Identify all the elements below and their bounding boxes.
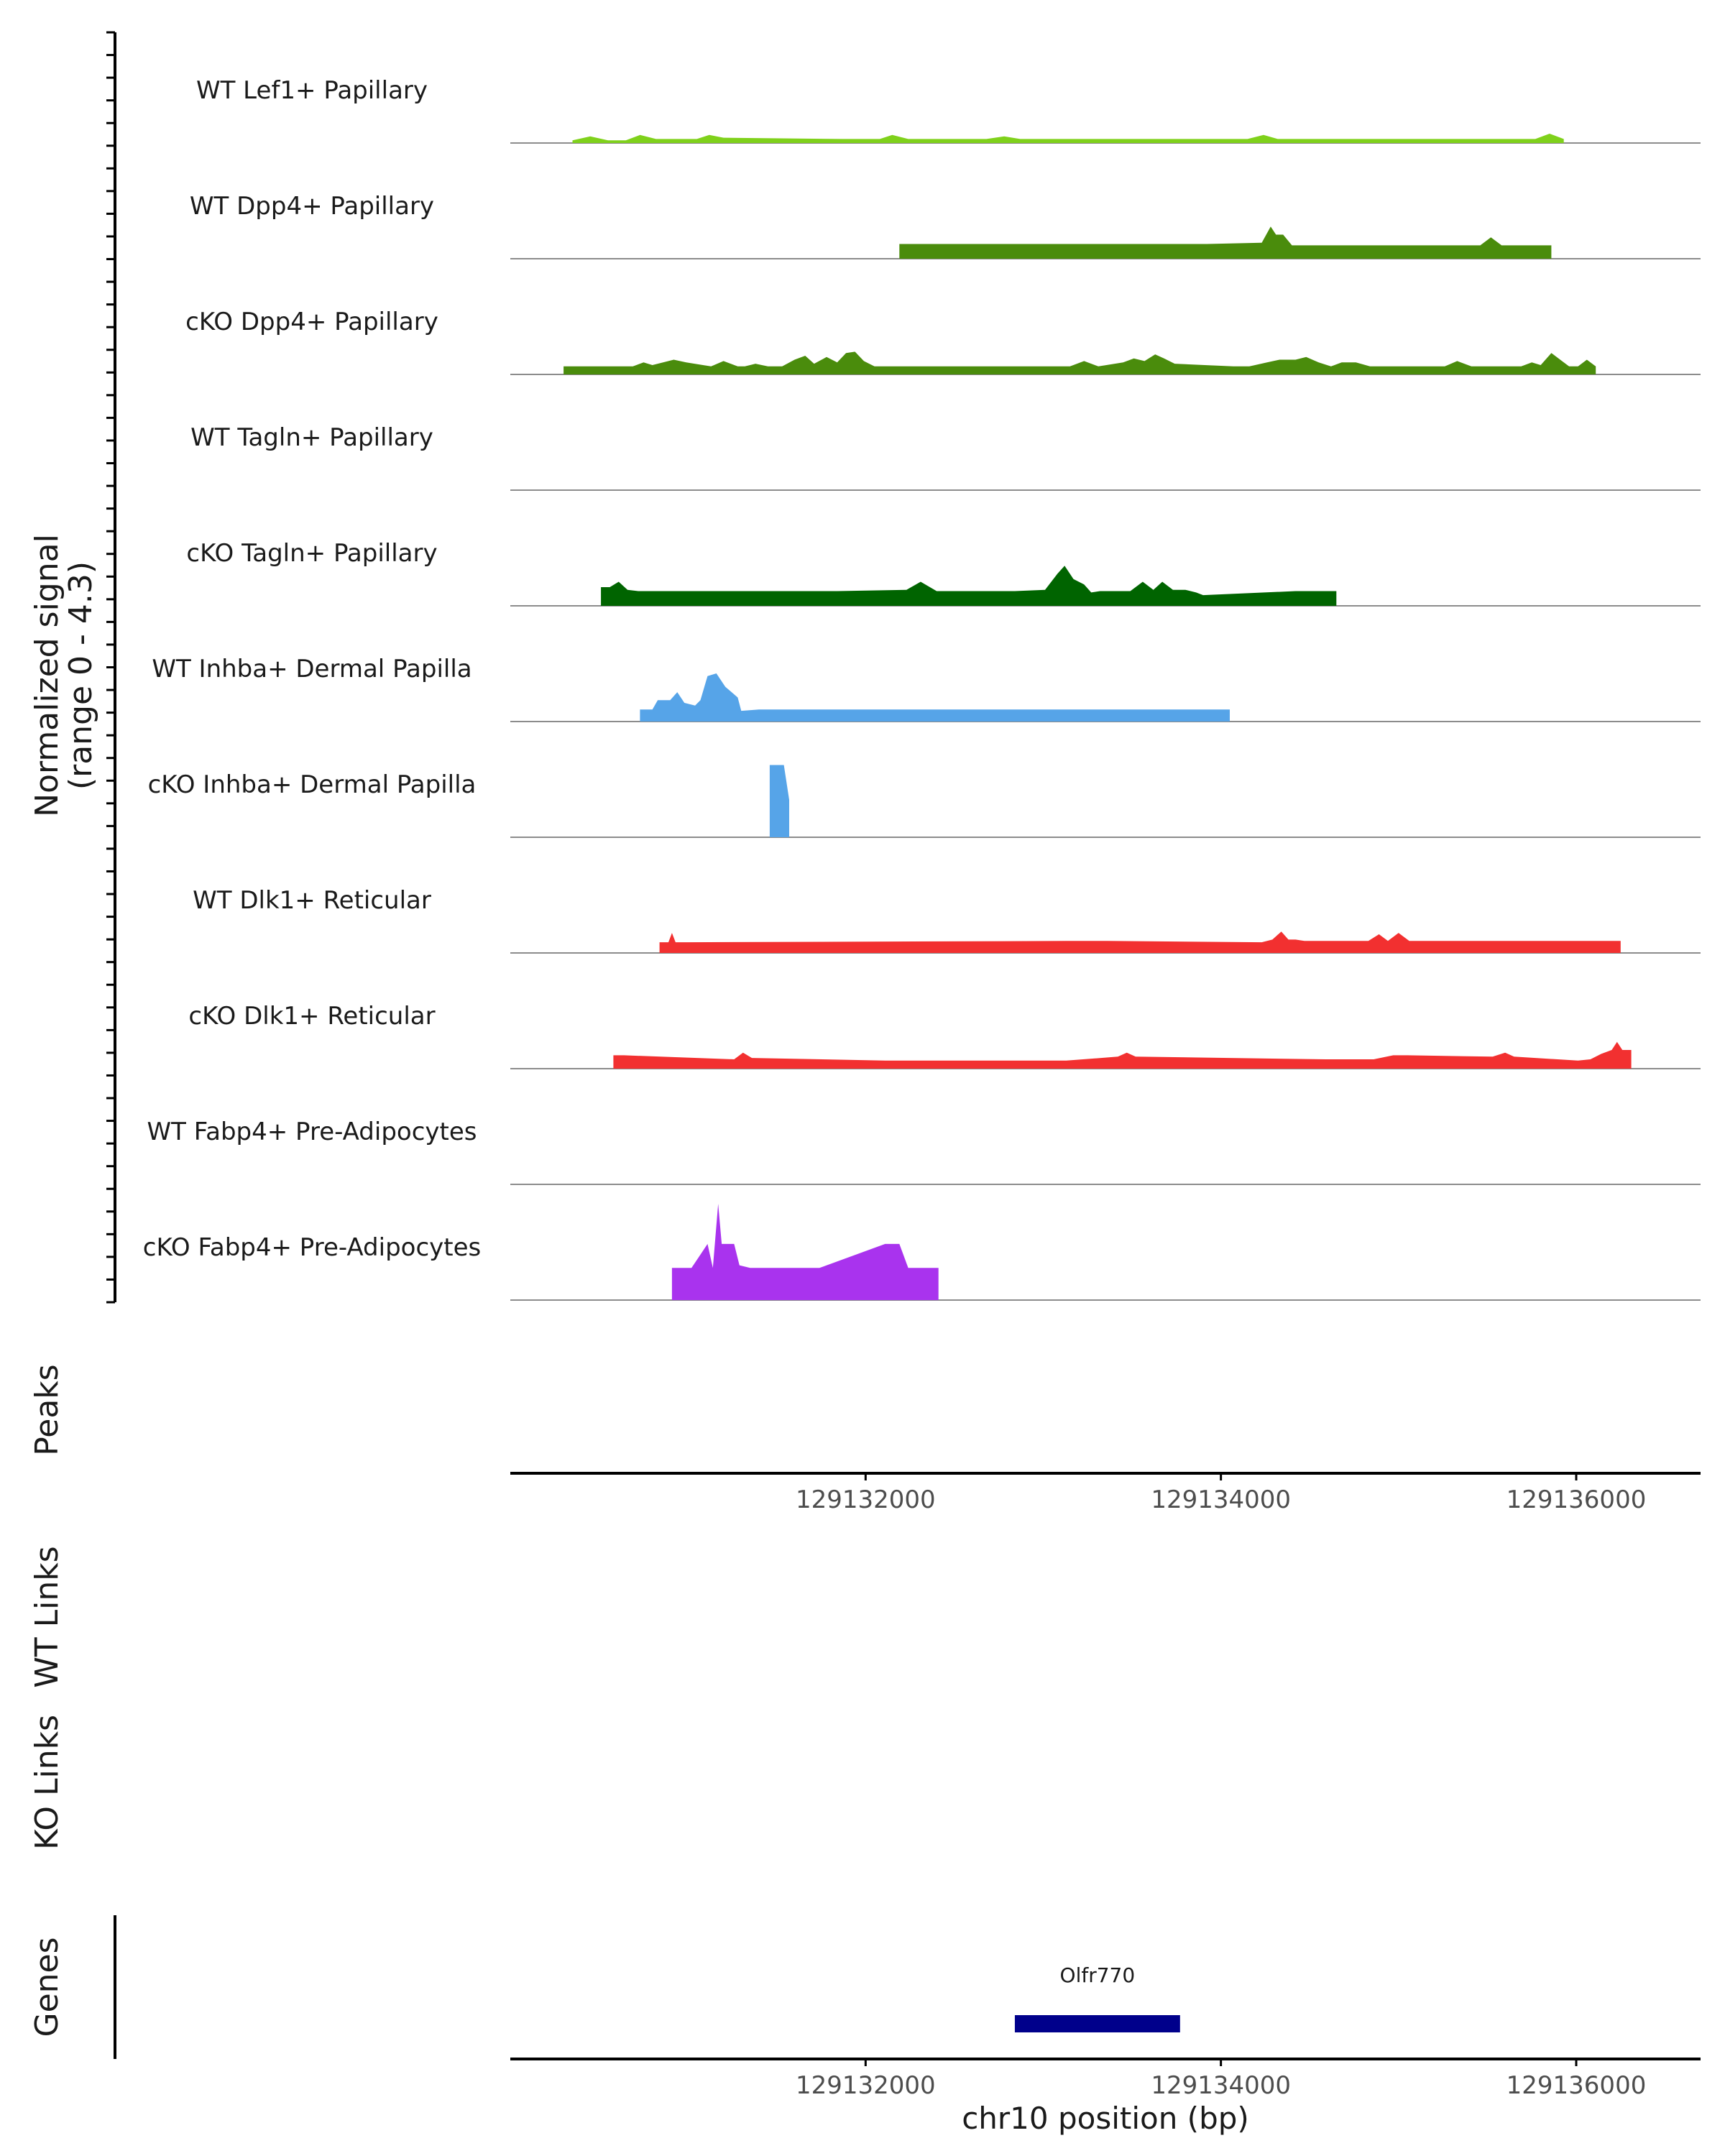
tracks: WT Lef1+ Papillary WT Dpp4+ Papillary cKO … [143,76,1701,1301]
signal-area [899,226,1552,259]
x-tick-label: 129132000 [796,1485,936,1514]
track: cKO Dlk1+ Reticular [188,1002,1701,1069]
signal-area [572,134,1564,143]
track-label: cKO Dlk1+ Reticular [188,1002,435,1031]
track-label: WT Dpp4+ Papillary [190,192,434,221]
track: WT Dpp4+ Papillary [190,192,1701,259]
track-label: cKO Fabp4+ Pre-Adipocytes [143,1233,482,1262]
signal-axis [106,31,116,1304]
signal-area [613,1041,1632,1069]
track-label: WT Tagln+ Papillary [190,423,433,452]
gene-body [1014,2015,1180,2032]
x-tick-label: 129134000 [1151,2071,1291,2100]
x-axis-bottom: 129132000 129134000 129136000 [510,2058,1701,2100]
signal-area [601,566,1337,606]
track-label: cKO Tagln+ Papillary [186,539,437,568]
track: WT Fabp4+ Pre-Adipocytes [147,1118,1701,1185]
gene-track: Olfr770 [1014,1963,1180,2032]
track-label: cKO Inhba+ Dermal Papilla [148,770,477,799]
track: cKO Tagln+ Papillary [186,539,1701,607]
x-tick-label: 129134000 [1151,1485,1291,1514]
ko-links-label: KO Links [29,1715,65,1850]
x-tick-label: 129132000 [796,2071,936,2100]
track: WT Tagln+ Papillary [190,423,1701,491]
x-tick-label: 129136000 [1506,2071,1647,2100]
wt-links-label: WT Links [29,1546,65,1687]
track-label: WT Lef1+ Papillary [196,76,428,105]
genes-label: Genes [29,1937,65,2037]
x-axis-title: chr10 position (bp) [962,2101,1249,2136]
peaks-label: Peaks [29,1364,65,1455]
x-tick-label: 129136000 [1506,1485,1647,1514]
track-label: WT Dlk1+ Reticular [193,886,431,915]
gene-label: Olfr770 [1060,1963,1136,1987]
signal-area [659,931,1621,953]
track-label: WT Fabp4+ Pre-Adipocytes [147,1118,477,1146]
track: WT Lef1+ Papillary [196,76,1701,144]
signal-area [769,765,789,837]
track: cKO Dpp4+ Papillary [185,308,1701,375]
signal-area [564,351,1596,374]
track-label: WT Inhba+ Dermal Papilla [152,655,472,683]
signal-area [640,673,1230,722]
track: WT Inhba+ Dermal Papilla [152,655,1701,722]
track-label: cKO Dpp4+ Papillary [185,308,438,336]
signal-area [671,1204,939,1300]
x-axis-top: 129132000 129134000 129136000 [510,1472,1701,1514]
signal-range-label: (range 0 - 4.3) [63,561,99,790]
signal-axis-title: Normalized signal [29,534,65,817]
track: cKO Fabp4+ Pre-Adipocytes [143,1204,1701,1301]
track: WT Dlk1+ Reticular [193,886,1701,954]
track: cKO Inhba+ Dermal Papilla [148,765,1701,838]
